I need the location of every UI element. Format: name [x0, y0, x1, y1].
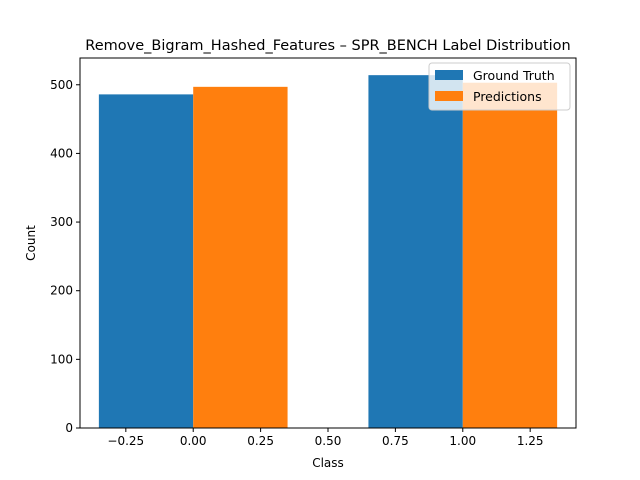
- legend-box: [428, 62, 571, 111]
- x-tick-label: 0.50: [315, 434, 342, 448]
- y-tick-label: 0: [65, 421, 73, 435]
- y-tick-label: 300: [50, 215, 73, 229]
- x-tick-label: −0.25: [107, 434, 144, 448]
- bars-layer: [98, 75, 558, 428]
- x-tick-label: 1.25: [517, 434, 544, 448]
- legend-swatch-ground-truth: [435, 70, 463, 80]
- legend-swatch-predictions: [435, 91, 463, 101]
- x-tick-label: 0.00: [180, 434, 207, 448]
- y-axis-ticks: 0 100 200 300 400 500: [50, 78, 80, 435]
- bar-predictions-class-1: [462, 82, 558, 428]
- x-axis-label: Class: [312, 456, 344, 470]
- x-tick-label: 0.25: [247, 434, 274, 448]
- bar-predictions-class-0: [193, 86, 288, 428]
- legend-label-ground-truth: Ground Truth: [473, 68, 555, 83]
- x-tick-label: 0.75: [382, 434, 409, 448]
- bar-ground-truth-class-0: [98, 94, 194, 428]
- x-axis-ticks: −0.25 0.00 0.25 0.50 0.75 1.00 1.25: [107, 428, 544, 448]
- y-tick-label: 500: [50, 78, 73, 92]
- y-tick-label: 400: [50, 146, 73, 160]
- chart-title: Remove_Bigram_Hashed_Features – SPR_BENC…: [85, 38, 570, 54]
- bar-ground-truth-class-1: [368, 75, 463, 428]
- legend: Ground Truth Predictions: [428, 62, 571, 111]
- y-tick-label: 100: [50, 352, 73, 366]
- y-axis-label: Count: [24, 225, 38, 261]
- x-tick-label: 1.00: [449, 434, 476, 448]
- y-tick-label: 200: [50, 284, 73, 298]
- legend-label-predictions: Predictions: [473, 89, 542, 104]
